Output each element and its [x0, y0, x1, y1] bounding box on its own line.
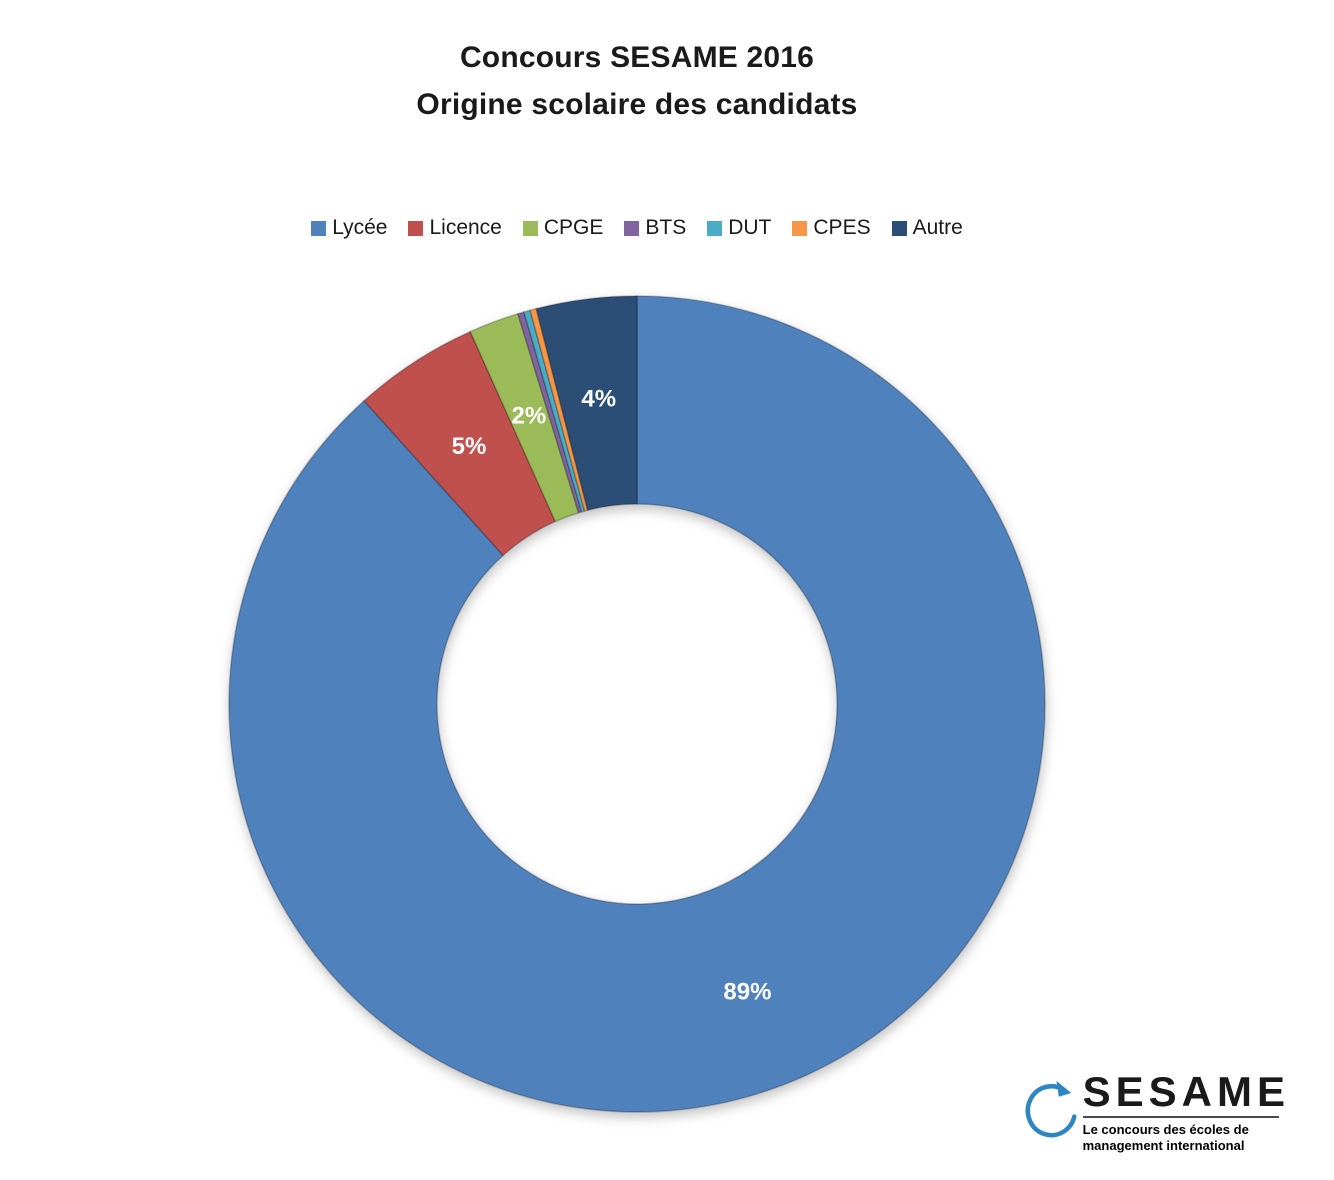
chart-title-line2: Origine scolaire des candidats: [416, 88, 858, 121]
legend-swatch-cpes: [792, 220, 808, 236]
legend-item-dut: DUT: [707, 216, 771, 240]
legend-label-bts: BTS: [645, 216, 687, 239]
slice-label-autre: 4%: [581, 385, 616, 412]
legend-item-bts: BTS: [624, 216, 686, 240]
legend-label-cpge: CPGE: [543, 216, 604, 239]
slice-autre: [535, 295, 638, 512]
legend-swatch-licence: [408, 220, 424, 236]
legend-item-autre: Autre: [891, 216, 963, 240]
legend-item-lycee: Lycée: [311, 216, 387, 240]
logo-circular-arrow-icon: [1025, 1080, 1077, 1138]
legend-swatch-bts: [624, 220, 640, 236]
legend-item-cpes: CPES: [792, 216, 871, 240]
logo-text-block: SESAME Le concours des écoles de managem…: [1082, 1068, 1290, 1154]
logo-tagline-line2: management international: [1082, 1138, 1245, 1153]
donut-chart: 89% 5% 2% 4%: [228, 295, 1046, 1113]
logo-brand: SESAME: [1082, 1068, 1290, 1115]
legend-label-dut: DUT: [728, 216, 772, 239]
legend-item-licence: Licence: [408, 216, 502, 240]
legend-swatch-cpge: [522, 220, 538, 236]
logo-rule: [1082, 1116, 1279, 1118]
slice-label-licence: 5%: [452, 433, 487, 460]
chart-area: Concours SESAME 2016 Origine scolaire de…: [0, 34, 1274, 1113]
legend: Lycée Licence CPGE BTS DUT CPES Autre: [0, 216, 1274, 240]
legend-item-cpge: CPGE: [522, 216, 604, 240]
slice-label-cpge: 2%: [512, 403, 547, 430]
chart-title-line1: Concours SESAME 2016: [459, 41, 815, 74]
sesame-logo: SESAME Le concours des écoles de managem…: [1019, 1070, 1290, 1154]
legend-label-lycee: Lycée: [332, 216, 388, 239]
slice-label-lycee: 89%: [723, 979, 771, 1006]
legend-swatch-autre: [891, 220, 907, 236]
legend-label-cpes: CPES: [813, 216, 871, 239]
legend-label-autre: Autre: [912, 216, 963, 239]
logo-tagline-line1: Le concours des écoles de: [1082, 1122, 1249, 1137]
chart-title: Concours SESAME 2016 Origine scolaire de…: [0, 34, 1274, 128]
legend-swatch-lycee: [311, 220, 327, 236]
legend-label-licence: Licence: [429, 216, 502, 239]
legend-swatch-dut: [707, 220, 723, 236]
slice-lycee: [228, 295, 1046, 1113]
